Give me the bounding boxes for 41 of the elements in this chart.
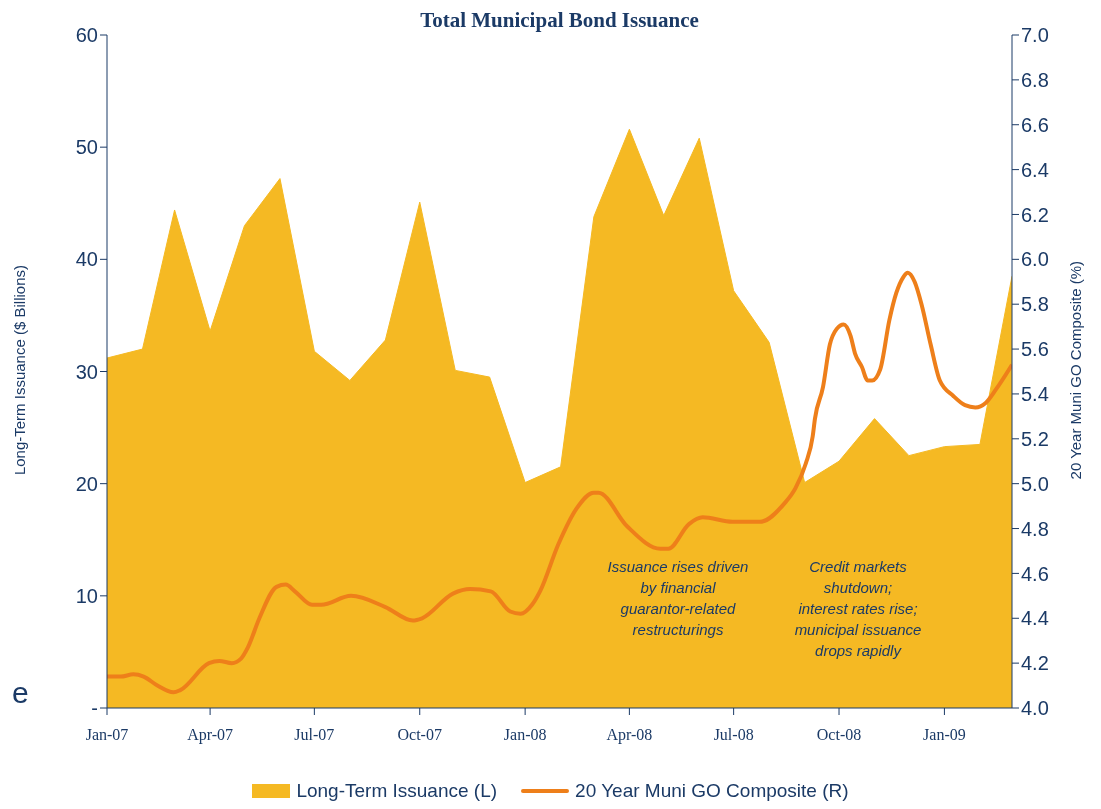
x-tick-label: Apr-07 [187,726,234,745]
y2-tick-label: 4.4 [1021,607,1049,630]
legend-label: Long-Term Issuance (L) [296,780,498,802]
y2-tick-label: 6.6 [1021,113,1049,136]
y2-tick-label: 4.8 [1021,517,1049,540]
x-tick-label: Jan-09 [923,726,966,744]
y2-tick-label: 5.8 [1021,293,1049,316]
y2-tick-label: 5.4 [1021,383,1049,406]
y2-tick-label: 4.2 [1021,652,1049,675]
y2-tick-label: 7.0 [1021,24,1049,47]
chart-title: Total Municipal Bond Issuance [419,8,700,33]
annotation: Issuance rises driven by financial guarantor-related restructurings [606,557,750,640]
annotation: Credit markets shutdown; interest rates rise; municipal issuance drops rapidly [793,557,923,661]
y-tick-label: 30 [75,360,98,383]
y2-tick-label: 6.2 [1021,203,1049,226]
y2-tick-label: 5.6 [1021,338,1049,361]
x-tick-label: Oct-08 [816,726,862,744]
x-tick-label: Jul-08 [713,726,754,744]
legend-label: 20 Year Muni GO Composite (R) [575,780,849,802]
x-tick-label: Oct-07 [397,726,442,744]
x-tick-label: Jan-08 [503,726,547,744]
y-tick-label: 10 [75,584,98,607]
y2-tick-label: 4.6 [1021,562,1049,585]
y2-tick-label: 6.0 [1021,248,1049,271]
y-tick-label: - [91,697,98,720]
y2-tick-label: 4.0 [1021,697,1049,720]
y2-axis-title: 20 Year Muni GO Composite (%) [1066,261,1084,480]
y2-tick-label: 6.8 [1021,68,1049,91]
x-tick-label: Jul-07 [294,726,335,744]
y-tick-label: 60 [75,24,98,47]
x-tick-label: Apr-08 [606,726,653,745]
y2-tick-label: 6.4 [1021,158,1049,181]
y2-tick-label: 5.2 [1021,427,1049,450]
text: e [12,676,29,710]
y2-tick-label: 5.0 [1021,472,1049,495]
y-tick-label: 20 [75,472,98,495]
y-axis-title: Long-Term Issuance ($ Billions) [10,265,28,476]
y-tick-label: 50 [75,136,98,159]
line-series [107,270,1012,695]
y-tick-label: 40 [75,248,98,271]
x-tick-label: Jan-07 [85,726,129,744]
